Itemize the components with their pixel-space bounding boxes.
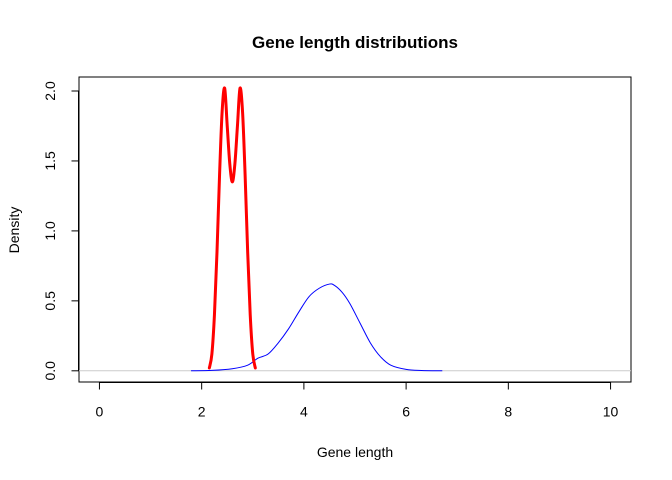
- y-tick-label: 2.0: [42, 81, 58, 101]
- density-line-1: [190, 283, 443, 372]
- density-line-2: [207, 86, 257, 370]
- y-tick-label: 0.0: [42, 361, 58, 381]
- plot-frame: [78, 76, 632, 383]
- x-tick-label: 2: [198, 404, 206, 420]
- x-tick-label: 10: [603, 404, 619, 420]
- y-tick-label: 0.5: [42, 291, 58, 311]
- y-axis: 0.0 0.5 1.0 1.5 2.0: [42, 81, 79, 381]
- y-tick-label: 1.0: [42, 221, 58, 241]
- x-tick-label: 6: [402, 404, 410, 420]
- x-tick-label: 4: [300, 404, 308, 420]
- chart-title: Gene length distributions: [252, 33, 458, 52]
- series-layer: [190, 86, 443, 372]
- y-axis-label: Density: [6, 207, 22, 254]
- x-axis-label: Gene length: [317, 444, 393, 460]
- x-axis: 0 2 4 6 8 10: [96, 382, 619, 420]
- x-tick-label: 0: [96, 404, 104, 420]
- x-tick-label: 8: [504, 404, 512, 420]
- y-tick-label: 1.5: [42, 151, 58, 171]
